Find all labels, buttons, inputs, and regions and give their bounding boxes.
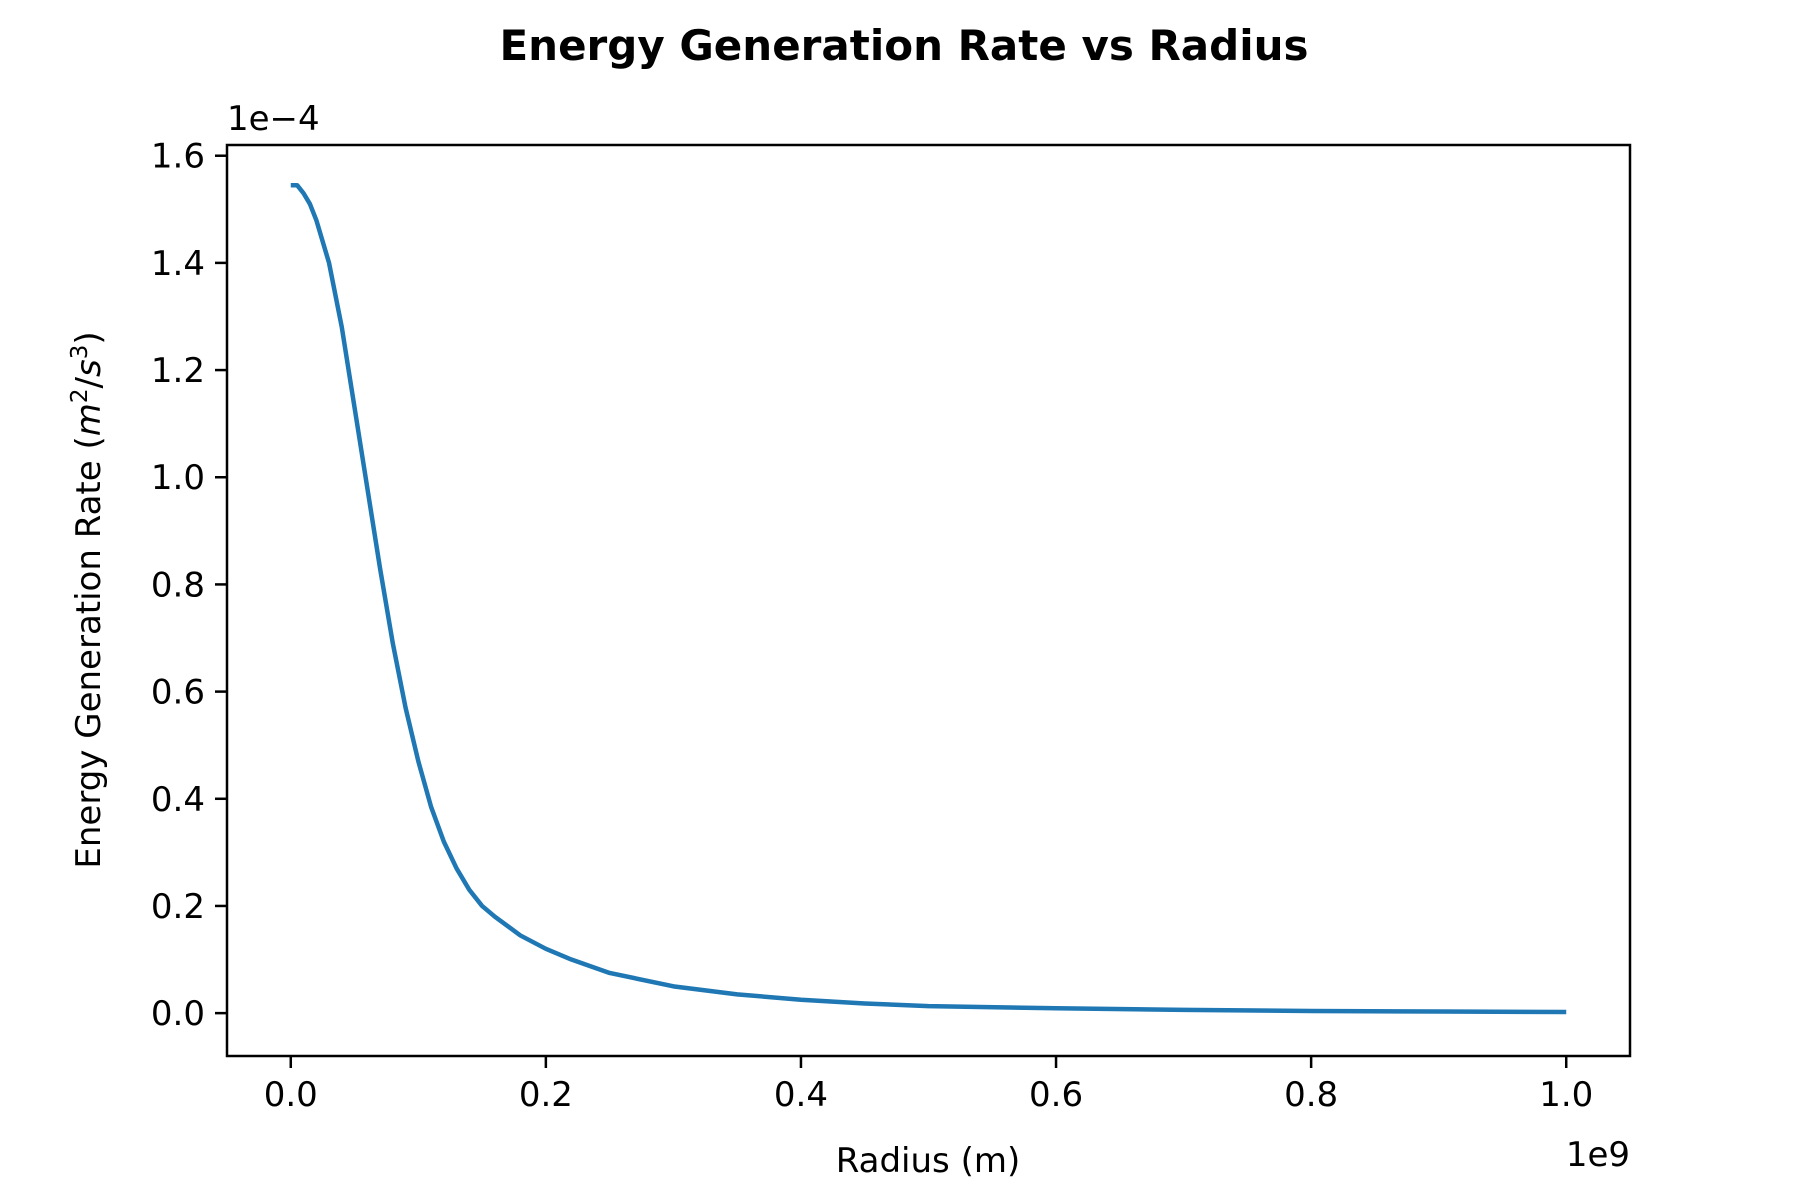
y-axis-label: Energy Generation Rate (m2/s3)	[67, 331, 109, 868]
y-tick-label: 0.0	[151, 994, 205, 1034]
y-tick-label: 0.8	[151, 565, 205, 605]
axis-ticks: 0.0 0.2 0.4 0.6 0.8 1.0 0.0 0.2 0.4 0.6 0.8 1.0 1.2 1…	[151, 137, 1593, 1115]
x-tick-label: 1.0	[1539, 1075, 1593, 1115]
plot-area	[290, 182, 1567, 1015]
y-axis-offset-text: 1e−4	[227, 99, 320, 139]
series-line-0	[290, 182, 1567, 1015]
y-tick-label: 0.2	[151, 887, 205, 927]
y-tick-label: 1.0	[151, 458, 205, 498]
x-tick-label: 0.6	[1029, 1075, 1083, 1115]
x-tick-label: 0.0	[264, 1075, 318, 1115]
y-tick-label: 1.2	[151, 351, 205, 391]
x-axis-offset-text: 1e9	[1566, 1135, 1630, 1175]
y-tick-label: 0.4	[151, 780, 205, 820]
x-tick-label: 0.8	[1284, 1075, 1338, 1115]
y-tick-label: 0.6	[151, 673, 205, 713]
y-tick-label: 1.4	[151, 244, 205, 284]
y-tick-label: 1.6	[151, 137, 205, 177]
x-tick-label: 0.4	[774, 1075, 828, 1115]
axes-frame	[225, 143, 1632, 1058]
chart-title: Energy Generation Rate vs Radius	[499, 21, 1308, 70]
x-tick-label: 0.2	[519, 1075, 573, 1115]
x-axis-label: Radius (m)	[836, 1141, 1020, 1181]
